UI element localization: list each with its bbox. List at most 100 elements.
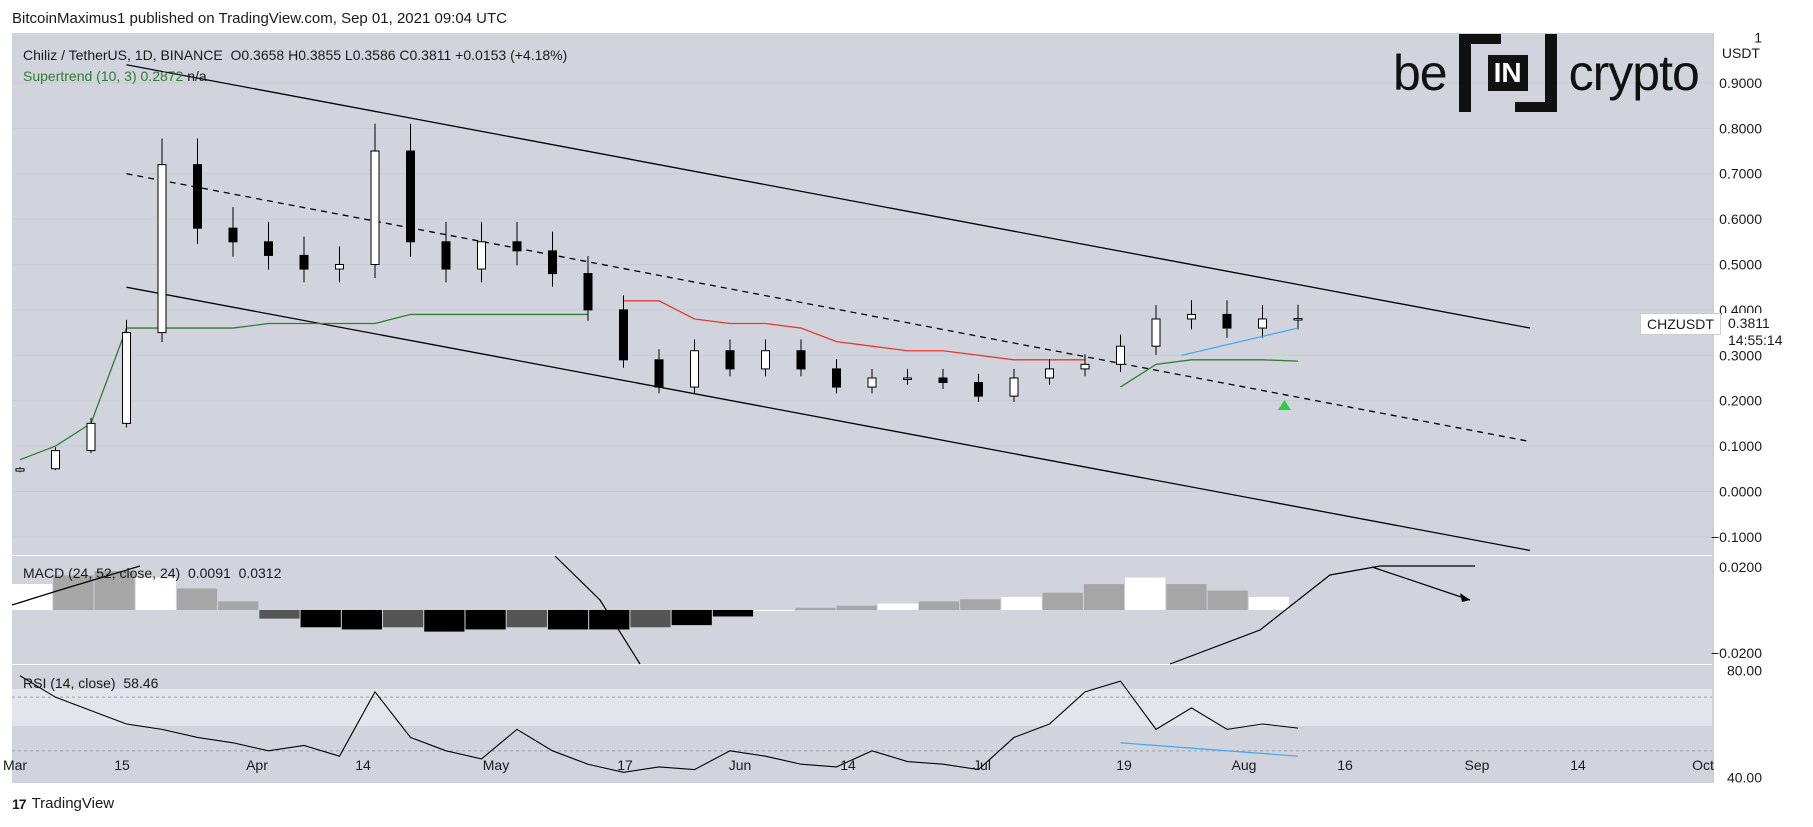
candle-body — [406, 150, 415, 243]
candle-body — [583, 273, 593, 311]
publisher-header: BitcoinMaximus1 published on TradingView… — [12, 10, 508, 27]
price-value: 0.3811 — [1728, 315, 1770, 331]
legend-ohlc: O0.3658 H0.3855 L0.3586 C0.3811 +0.0153 … — [230, 47, 568, 63]
macd-histogram-bar — [176, 588, 218, 610]
macd-histogram-bar — [1207, 590, 1248, 610]
x-tick-label: Sep — [1465, 757, 1490, 773]
divergence-arrow — [1371, 566, 1471, 601]
candle-body — [512, 241, 522, 252]
tradingview-name: TradingView — [31, 795, 115, 812]
macd-histogram-bar — [12, 584, 53, 610]
candle-body — [654, 359, 664, 388]
macd-histogram-bar — [836, 605, 877, 610]
x-tick-label: 15 — [114, 757, 130, 773]
beincrypto-logo: be IN crypto — [1393, 34, 1700, 112]
price-label: 0.3811 14:55:14 — [1722, 313, 1789, 351]
candle-body — [725, 350, 735, 370]
macd-histogram-bar — [795, 607, 836, 610]
macd-histogram-bar — [1166, 584, 1207, 610]
candle-body — [441, 241, 451, 270]
candle-body — [15, 468, 25, 472]
y-tick-label: 0.7000 — [1719, 166, 1762, 182]
y-unit-label: USDT — [1722, 45, 1761, 61]
channel-middle-line — [126, 173, 1531, 443]
y-tick-label: 0.1000 — [1719, 438, 1762, 454]
candle-body — [335, 263, 344, 270]
y-tick-label: 0.0000 — [1719, 483, 1762, 499]
candle-body — [1116, 345, 1125, 365]
y-tick-label: 0.5000 — [1719, 256, 1762, 272]
channel-lower-line — [126, 286, 1531, 552]
macd-histogram-bar — [712, 610, 754, 617]
candle-body — [299, 254, 309, 270]
ticker-label: CHZUSDT — [1640, 313, 1721, 335]
candle-body — [1151, 318, 1161, 347]
candle-body — [370, 150, 380, 265]
x-tick-label: 19 — [1116, 757, 1132, 773]
candle-body — [974, 382, 983, 397]
macd-line — [554, 555, 641, 665]
macd-histogram-bar — [506, 610, 547, 628]
candle-body — [903, 377, 912, 380]
macd-y-tick: −0.0200 — [1711, 645, 1762, 661]
divergence-arrowhead — [1460, 593, 1470, 602]
candle-body — [1009, 377, 1019, 397]
x-tick-label: 14 — [1570, 757, 1586, 773]
macd-histogram-bar — [53, 575, 94, 610]
candle-body — [690, 350, 699, 388]
candle-body — [1187, 313, 1196, 320]
candle-body — [51, 450, 60, 470]
main-pane-bg — [12, 33, 1712, 555]
y-tick-label: 0.3000 — [1719, 347, 1762, 363]
candle-body — [867, 377, 877, 388]
supertrend-line — [623, 300, 1085, 361]
x-tick-label: 16 — [1337, 757, 1353, 773]
y-tick-label: 0.9000 — [1719, 75, 1762, 91]
y-tick-label: −0.1000 — [1711, 529, 1762, 545]
x-tick-label: Aug — [1232, 757, 1257, 773]
candle-body — [548, 250, 557, 275]
macd-histogram-bar — [1125, 577, 1166, 610]
macd-histogram-bar — [1042, 592, 1083, 610]
rsi-line — [19, 675, 1299, 773]
candle-body — [1258, 318, 1267, 329]
candle-body — [796, 350, 806, 370]
y-tick-label: 0.2000 — [1719, 393, 1762, 409]
candle-body — [1045, 368, 1054, 379]
tradingview-logo-icon: 17 — [12, 795, 27, 812]
candle-body — [1222, 313, 1232, 329]
rsi-y-tick: 40.00 — [1727, 770, 1762, 786]
channel-upper-line — [126, 64, 1531, 329]
x-tick-label: May — [483, 757, 509, 773]
macd-legend: MACD (24, 52, close, 24) 0.0091 0.0312 — [23, 565, 282, 581]
candle-body — [193, 164, 202, 229]
legend-supertrend: Supertrend (10, 3) — [23, 68, 137, 84]
macd-histogram-bar — [341, 610, 383, 630]
macd-histogram-bar — [877, 603, 918, 610]
signal-line — [1169, 565, 1475, 665]
rsi-y-tick: 80.00 — [1727, 662, 1762, 678]
macd-histogram-bar — [547, 610, 589, 630]
rsi-band — [12, 689, 1712, 726]
macd-histogram-bar — [754, 610, 795, 611]
macd-line — [11, 565, 141, 606]
candle-body — [1293, 318, 1303, 321]
macd-histogram-bar — [671, 610, 712, 626]
x-tick-label: Mar — [3, 757, 27, 773]
x-tick-label: 17 — [617, 757, 633, 773]
legend-supertrend-na: n/a — [187, 68, 207, 84]
macd-histogram-bar — [259, 610, 300, 619]
macd-histogram-bar — [383, 610, 424, 628]
macd-histogram-bar — [630, 610, 671, 628]
macd-y-tick: 0.0200 — [1719, 559, 1762, 575]
x-tick-label: Jul — [973, 757, 991, 773]
candle-body — [86, 422, 96, 452]
x-tick-label: Jun — [729, 757, 752, 773]
candle-body — [264, 241, 273, 256]
x-tick-label: Oct — [1692, 757, 1714, 773]
candle-body — [228, 227, 238, 243]
y-tick-label: 0.6000 — [1719, 211, 1762, 227]
supertrend-line — [1120, 359, 1299, 388]
macd-histogram-bar — [918, 601, 960, 610]
